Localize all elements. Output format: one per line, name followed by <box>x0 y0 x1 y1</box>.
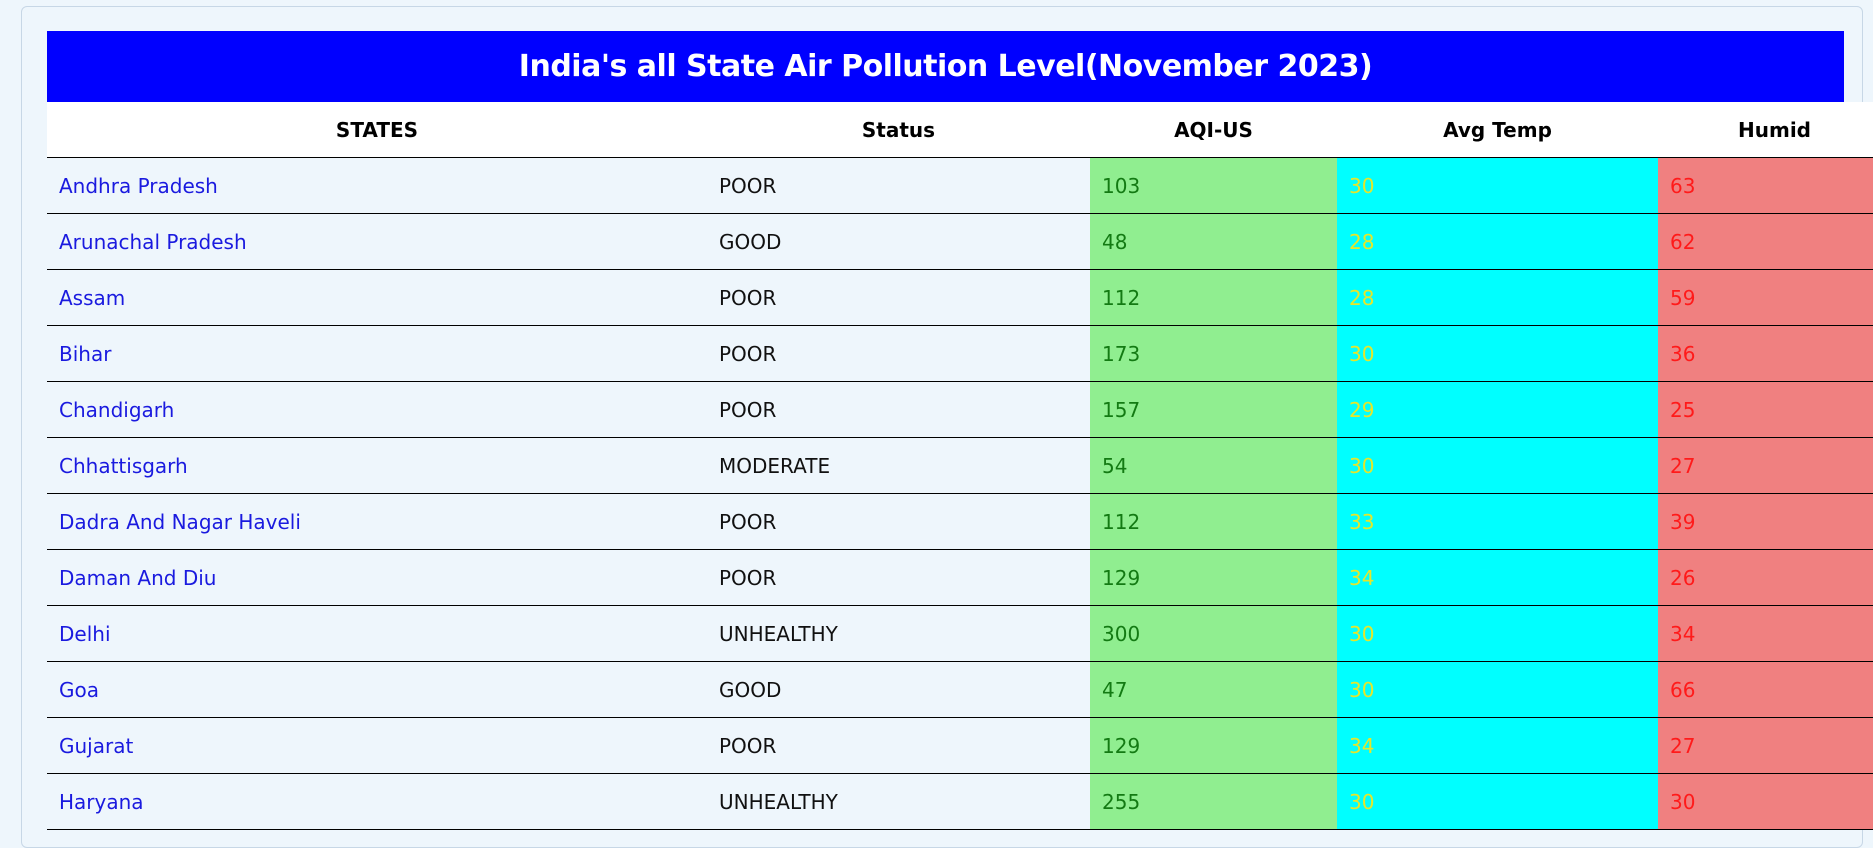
state-name-cell[interactable]: Bihar <box>47 325 707 382</box>
status-cell: MODERATE <box>707 437 1090 494</box>
table-row: Goa GOOD 47 30 66 <box>47 661 1873 718</box>
humidity-cell: 62 <box>1658 213 1873 270</box>
humidity-cell: 34 <box>1658 605 1873 662</box>
aqi-us-cell: 300 <box>1090 605 1337 662</box>
humidity-cell: 27 <box>1658 717 1873 774</box>
status-cell: POOR <box>707 269 1090 326</box>
avg-temp-cell: 30 <box>1337 661 1658 718</box>
table-row: Chandigarh POOR 157 29 25 <box>47 381 1873 438</box>
state-name-cell[interactable]: Arunachal Pradesh <box>47 213 707 270</box>
aqi-us-cell: 47 <box>1090 661 1337 718</box>
table-row: Dadra And Nagar Haveli POOR 112 33 39 <box>47 493 1873 550</box>
status-cell: POOR <box>707 549 1090 606</box>
status-cell: UNHEALTHY <box>707 605 1090 662</box>
avg-temp-cell: 30 <box>1337 773 1658 830</box>
humidity-cell: 26 <box>1658 549 1873 606</box>
state-name-cell[interactable]: Andhra Pradesh <box>47 157 707 214</box>
column-header-avg-temp[interactable]: Avg Temp <box>1337 102 1658 158</box>
status-cell: POOR <box>707 493 1090 550</box>
humidity-cell: 30 <box>1658 773 1873 830</box>
column-header-status[interactable]: Status <box>707 102 1090 158</box>
humidity-cell: 25 <box>1658 381 1873 438</box>
avg-temp-cell: 28 <box>1337 213 1658 270</box>
humidity-cell: 39 <box>1658 493 1873 550</box>
avg-temp-cell: 30 <box>1337 325 1658 382</box>
column-header-humid[interactable]: Humid <box>1658 102 1873 158</box>
table-header-row: STATES Status AQI-US Avg Temp Humid <box>47 102 1873 158</box>
aqi-us-cell: 173 <box>1090 325 1337 382</box>
avg-temp-cell: 30 <box>1337 437 1658 494</box>
table-row: Arunachal Pradesh GOOD 48 28 62 <box>47 213 1873 270</box>
state-name-cell[interactable]: Daman And Diu <box>47 549 707 606</box>
aqi-us-cell: 157 <box>1090 381 1337 438</box>
aqi-us-cell: 103 <box>1090 157 1337 214</box>
avg-temp-cell: 33 <box>1337 493 1658 550</box>
avg-temp-cell: 30 <box>1337 605 1658 662</box>
aqi-us-cell: 255 <box>1090 773 1337 830</box>
humidity-cell: 66 <box>1658 661 1873 718</box>
state-name-cell[interactable]: Chhattisgarh <box>47 437 707 494</box>
state-name-cell[interactable]: Assam <box>47 269 707 326</box>
status-cell: POOR <box>707 157 1090 214</box>
state-name-cell[interactable]: Chandigarh <box>47 381 707 438</box>
aqi-us-cell: 112 <box>1090 493 1337 550</box>
table-row: Haryana UNHEALTHY 255 30 30 <box>47 773 1873 830</box>
aqi-us-cell: 129 <box>1090 717 1337 774</box>
table-row: Gujarat POOR 129 34 27 <box>47 717 1873 774</box>
avg-temp-cell: 34 <box>1337 549 1658 606</box>
avg-temp-cell: 30 <box>1337 157 1658 214</box>
state-name-cell[interactable]: Dadra And Nagar Haveli <box>47 493 707 550</box>
aqi-us-cell: 54 <box>1090 437 1337 494</box>
air-pollution-table: STATES Status AQI-US Avg Temp Humid Andh… <box>47 102 1873 830</box>
humidity-cell: 59 <box>1658 269 1873 326</box>
state-name-cell[interactable]: Haryana <box>47 773 707 830</box>
column-header-states[interactable]: STATES <box>47 102 707 158</box>
humidity-cell: 36 <box>1658 325 1873 382</box>
status-cell: POOR <box>707 325 1090 382</box>
table-row: Delhi UNHEALTHY 300 30 34 <box>47 605 1873 662</box>
status-cell: POOR <box>707 381 1090 438</box>
table-row: Daman And Diu POOR 129 34 26 <box>47 549 1873 606</box>
status-cell: UNHEALTHY <box>707 773 1090 830</box>
state-name-cell[interactable]: Goa <box>47 661 707 718</box>
page-title: India's all State Air Pollution Level(No… <box>47 31 1844 102</box>
humidity-cell: 27 <box>1658 437 1873 494</box>
status-cell: GOOD <box>707 661 1090 718</box>
table-row: Andhra Pradesh POOR 103 30 63 <box>47 157 1873 214</box>
humidity-cell: 63 <box>1658 157 1873 214</box>
state-name-cell[interactable]: Gujarat <box>47 717 707 774</box>
avg-temp-cell: 34 <box>1337 717 1658 774</box>
status-cell: POOR <box>707 717 1090 774</box>
column-header-aqi-us[interactable]: AQI-US <box>1090 102 1337 158</box>
aqi-us-cell: 112 <box>1090 269 1337 326</box>
table-row: Bihar POOR 173 30 36 <box>47 325 1873 382</box>
table-row: Assam POOR 112 28 59 <box>47 269 1873 326</box>
table-row: Chhattisgarh MODERATE 54 30 27 <box>47 437 1873 494</box>
avg-temp-cell: 28 <box>1337 269 1658 326</box>
avg-temp-cell: 29 <box>1337 381 1658 438</box>
aqi-us-cell: 129 <box>1090 549 1337 606</box>
status-cell: GOOD <box>707 213 1090 270</box>
state-name-cell[interactable]: Delhi <box>47 605 707 662</box>
aqi-us-cell: 48 <box>1090 213 1337 270</box>
